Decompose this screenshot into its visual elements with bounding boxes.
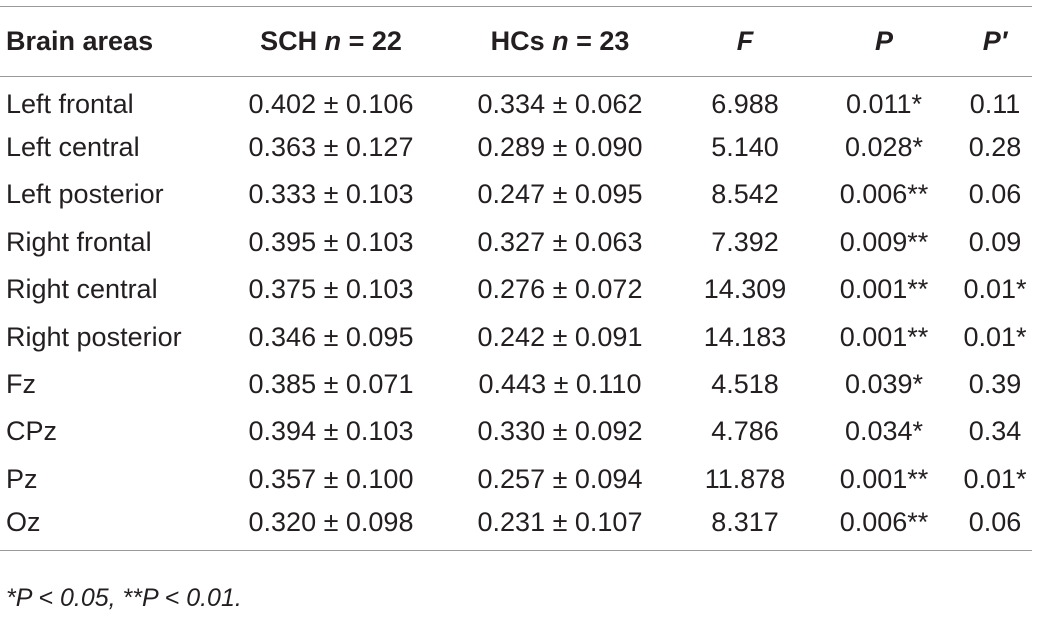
cell-f-value: 4.786 <box>711 416 779 447</box>
cell-hcs-value: 0.247 ± 0.095 <box>477 179 643 210</box>
cell-p-corrected-value: 0.34 <box>968 416 1022 447</box>
cell-p-corrected-value: 0.06 <box>958 503 1032 551</box>
cell-sch-value: 0.394 ± 0.103 <box>248 416 414 447</box>
cell-p-corrected-value: 0.11 <box>969 88 1021 119</box>
header-f: F <box>680 6 810 77</box>
cell-p-value: 0.006** <box>839 179 929 210</box>
cell-sch-value: 0.395 ± 0.103 <box>248 226 414 257</box>
table-row: Left posterior 0.333 ± 0.103 0.247 ± 0.095… <box>0 171 1032 218</box>
header-row: Brain areas SCH n = 22 HCs n = 23 F P P′ <box>0 6 1032 77</box>
cell-sch-value: 0.333 ± 0.103 <box>248 179 414 210</box>
cell-p-corrected-value: 0.06 <box>968 179 1022 210</box>
cell-hcs-value: 0.289 ± 0.090 <box>477 132 643 163</box>
cell-hcs-value: 0.242 ± 0.091 <box>477 321 643 352</box>
header-p: P <box>810 6 958 77</box>
cell-p-value: 0.001** <box>839 274 929 305</box>
table-row: Oz 0.320 ± 0.098 0.231 ± 0.107 8.317 0.006**… <box>0 503 1032 551</box>
cell-hcs-value: 0.443 ± 0.110 <box>478 369 642 400</box>
table-row: Right central 0.375 ± 0.103 0.276 ± 0.072 1… <box>0 266 1032 313</box>
table-row: Right posterior 0.346 ± 0.095 0.242 ± 0.09… <box>0 313 1032 360</box>
cell-p-corrected-value: 0.01* <box>963 463 1027 494</box>
cell-sch-value: 0.385 ± 0.071 <box>248 369 414 400</box>
cell-brain-area: Left central <box>6 132 140 163</box>
cell-brain-area: Right central <box>6 274 158 305</box>
cell-p-corrected-value: 0.01* <box>963 321 1027 352</box>
cell-f-value: 5.140 <box>711 132 779 163</box>
header-p-corrected: P′ <box>958 6 1032 77</box>
header-hcs: HCs n = 23 <box>440 6 680 77</box>
cell-f-value: 6.988 <box>711 88 779 119</box>
table-row: Left frontal 0.402 ± 0.106 0.334 ± 0.062 6.… <box>0 77 1032 124</box>
cell-sch-value: 0.363 ± 0.127 <box>248 132 414 163</box>
cell-hcs-value: 0.330 ± 0.092 <box>477 416 643 447</box>
cell-brain-area: CPz <box>6 416 58 447</box>
cell-p-value: 0.034* <box>844 416 924 447</box>
cell-brain-area: Pz <box>6 463 38 494</box>
cell-f-value: 4.518 <box>711 369 779 400</box>
cell-p-value: 0.011* <box>845 88 923 119</box>
cell-brain-area: Right frontal <box>6 226 152 257</box>
table-body: Left frontal 0.402 ± 0.106 0.334 ± 0.062 6.… <box>0 77 1032 551</box>
cell-p-corrected-value: 0.28 <box>968 132 1022 163</box>
cell-sch-value: 0.357 ± 0.100 <box>248 463 414 494</box>
cell-p-value: 0.039* <box>844 369 924 400</box>
cell-sch-value: 0.346 ± 0.095 <box>248 321 414 352</box>
cell-brain-area: Left frontal <box>6 88 134 119</box>
cell-f-value: 14.309 <box>703 274 787 305</box>
cell-p-corrected-value: 0.01* <box>963 274 1027 305</box>
cell-sch-value: 0.320 ± 0.098 <box>222 503 440 551</box>
cell-hcs-value: 0.231 ± 0.107 <box>440 503 680 551</box>
cell-sch-value: 0.402 ± 0.106 <box>248 88 414 119</box>
cell-f-value: 14.183 <box>703 321 787 352</box>
table-row: Right frontal 0.395 ± 0.103 0.327 ± 0.063 7… <box>0 219 1032 266</box>
cell-p-value: 0.028* <box>844 132 924 163</box>
table-footnote: *P < 0.05, **P < 0.01. <box>6 584 242 612</box>
cell-brain-area: Right posterior <box>6 321 182 352</box>
table-row: Fz 0.385 ± 0.071 0.443 ± 0.110 4.518 0.039* 0… <box>0 361 1032 408</box>
cell-hcs-value: 0.257 ± 0.094 <box>477 463 643 494</box>
cell-p-value: 0.001** <box>839 321 929 352</box>
cell-p-corrected-value: 0.39 <box>968 369 1022 400</box>
cell-p-corrected-value: 0.09 <box>968 226 1022 257</box>
cell-brain-area: Fz <box>6 369 36 400</box>
cell-f-value: 8.542 <box>711 179 779 210</box>
table-row: Pz 0.357 ± 0.100 0.257 ± 0.094 11.878 0.001*… <box>0 456 1032 503</box>
cell-p-value: 0.006** <box>810 503 958 551</box>
cell-f-value: 8.317 <box>680 503 810 551</box>
cell-hcs-value: 0.334 ± 0.062 <box>477 88 643 119</box>
cell-p-value: 0.009** <box>839 226 929 257</box>
header-brain-areas: Brain areas <box>0 6 222 77</box>
results-table: Brain areas SCH n = 22 HCs n = 23 F P P′… <box>0 6 1032 551</box>
cell-f-value: 7.392 <box>711 226 779 257</box>
cell-brain-area: Left posterior <box>6 179 164 210</box>
cell-hcs-value: 0.327 ± 0.063 <box>477 226 643 257</box>
cell-p-value: 0.001** <box>839 463 929 494</box>
cell-hcs-value: 0.276 ± 0.072 <box>477 274 643 305</box>
header-sch: SCH n = 22 <box>222 6 440 77</box>
table-row: CPz 0.394 ± 0.103 0.330 ± 0.092 4.786 0.034*… <box>0 408 1032 455</box>
table-row: Left central 0.363 ± 0.127 0.289 ± 0.090 5.… <box>0 124 1032 171</box>
cell-f-value: 11.878 <box>704 463 786 494</box>
cell-brain-area: Oz <box>0 503 222 551</box>
cell-sch-value: 0.375 ± 0.103 <box>248 274 414 305</box>
